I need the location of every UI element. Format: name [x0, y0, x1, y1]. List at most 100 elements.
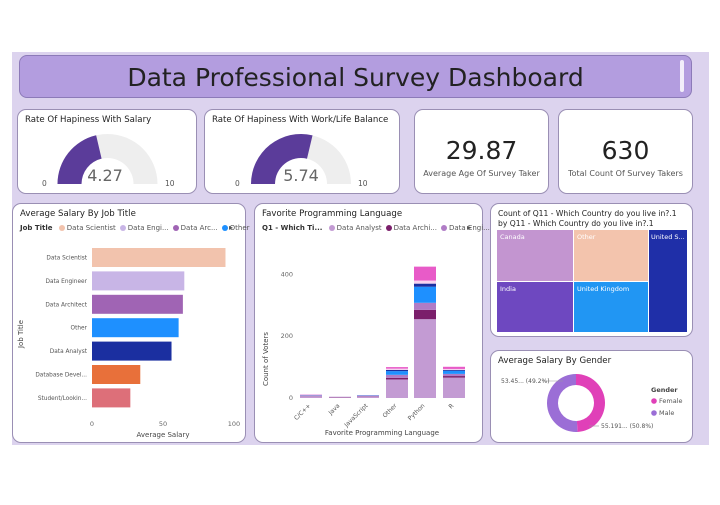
treemap-cell-united-states[interactable]: United S...	[649, 230, 687, 332]
stacked-segment	[443, 376, 465, 378]
average-age-caption: Average Age Of Survey Taker	[423, 169, 540, 178]
bar	[92, 248, 226, 267]
legend: Job Title Data Scientist Data Engi... Data…	[20, 224, 250, 232]
stacked-segment	[386, 367, 408, 369]
stacked-segment	[414, 302, 436, 310]
legend-female-swatch	[651, 398, 657, 404]
y-tick-label: 200	[281, 332, 293, 340]
stacked-segment	[386, 371, 408, 375]
card-title: Average Salary By Job Title	[20, 209, 136, 219]
card-title-line-1: Count of Q11 - Which Country do you live…	[498, 209, 677, 218]
treemap-cell-united-kingdom[interactable]: United Kingdom	[574, 282, 648, 332]
stacked-segment	[414, 286, 436, 303]
salary-happiness-gauge-card[interactable]: Rate Of Hapiness With Salary 4.27 0 10	[17, 109, 197, 194]
y-axis-title: Count of Voters	[262, 332, 270, 386]
total-count-value: 630	[601, 136, 650, 165]
category-label: Data Engineer	[45, 279, 87, 285]
category-label: Data Scientist	[46, 256, 87, 262]
stacked-segment	[329, 397, 351, 398]
gauge-fill	[57, 135, 102, 184]
average-age-value: 29.87	[445, 136, 518, 165]
legend: Q1 - Which Ti... Data Analyst Data Archi.…	[262, 224, 490, 232]
legend-item-label: Other	[229, 224, 250, 232]
stacked-segment	[414, 319, 436, 398]
legend-swatch	[119, 225, 126, 231]
donut-slice-female	[576, 374, 606, 432]
bar	[92, 271, 185, 291]
gauge-min: 0	[42, 179, 47, 188]
card-title: Rate Of Hapiness With Work/Life Balance	[212, 115, 389, 125]
category-label: Other	[71, 326, 88, 332]
treemap-cell-other[interactable]: Other	[574, 230, 648, 281]
bar	[92, 341, 172, 361]
card-title: Rate Of Hapiness With Salary	[25, 115, 152, 125]
stacked-segment	[300, 395, 322, 396]
legend-male-label: Male	[659, 409, 674, 417]
gauge-fill	[251, 133, 313, 184]
y-tick-label: 400	[281, 270, 293, 278]
legend-next-arrow[interactable]: ▸	[229, 223, 234, 232]
stacked-segment	[443, 366, 465, 369]
page-title: Data Professional Survey Dashboard	[127, 63, 584, 92]
average-age-card[interactable]: 29.87 Average Age Of Survey Taker	[414, 109, 549, 194]
x-axis-title: Favorite Programming Language	[325, 429, 439, 437]
cell-label: United Kingdom	[577, 285, 630, 293]
stacked-segment	[414, 309, 436, 320]
title-bar: Data Professional Survey Dashboard	[19, 55, 692, 98]
category-label: R	[448, 402, 456, 410]
bar	[92, 294, 183, 314]
stacked-segment	[414, 266, 436, 281]
legend-item-label: Data Analyst	[336, 224, 382, 232]
legend-next-arrow[interactable]: ▸	[467, 223, 472, 232]
balance-happiness-gauge-card[interactable]: Rate Of Hapiness With Work/Life Balance …	[204, 109, 400, 194]
salary-by-title-card[interactable]: Average Salary By Job Title Job Title Da…	[12, 203, 250, 443]
gauge-value: 5.74	[283, 166, 319, 185]
legend-swatch	[440, 225, 447, 231]
favorite-language-card[interactable]: Favorite Programming Language Q1 - Which…	[254, 203, 490, 443]
treemap-cell-canada[interactable]: Canada	[497, 230, 573, 281]
legend-item-label: Data Engi...	[448, 224, 490, 232]
salary-gauge: 4.27 0 10	[42, 134, 175, 188]
card-title: Average Salary By Gender	[498, 356, 612, 366]
gauge-min: 0	[235, 179, 240, 188]
salary-by-gender-card[interactable]: Average Salary By Gender 53.45... (49.2%…	[490, 350, 693, 443]
category-label: Student/Lookin...	[38, 396, 87, 402]
category-label: Data Analyst	[50, 349, 88, 355]
x-tick-label: 100	[228, 420, 240, 428]
gauge-max: 10	[358, 179, 368, 188]
legend-male-swatch	[651, 410, 657, 416]
y-axis-title: Job Title	[17, 320, 25, 349]
stacked-segment	[386, 374, 408, 378]
salary-bar-chart: Job Title Average Salary 0 50 100 Data Scie…	[17, 248, 240, 439]
stacked-segment	[357, 395, 379, 397]
cell-label: Other	[577, 233, 596, 241]
legend-female-label: Female	[659, 397, 683, 405]
language-stacked-chart: Count of Voters Favorite Programming Lan…	[262, 266, 465, 437]
card-title-line-2: by Q11 - Which Country do you live in?.1	[498, 219, 654, 228]
category-label: Database Devel...	[35, 373, 87, 379]
stacked-segment	[386, 368, 408, 370]
cell-label: United S...	[651, 233, 685, 241]
legend-swatch	[221, 225, 228, 231]
total-count-card[interactable]: 630 Total Count Of Survey Takers	[558, 109, 693, 194]
x-tick-label: 0	[90, 420, 94, 428]
stacked-segment	[443, 368, 465, 370]
legend-item-label: Data Archi...	[393, 224, 437, 232]
card-title: Favorite Programming Language	[262, 209, 403, 219]
legend-swatch	[328, 225, 335, 231]
stacked-segment	[386, 379, 408, 398]
country-treemap-card[interactable]: Count of Q11 - Which Country do you live…	[490, 203, 693, 337]
total-count-caption: Total Count Of Survey Takers	[568, 169, 683, 178]
female-slice-label: 53.45... (49.2%)	[501, 378, 550, 385]
bar	[92, 388, 131, 408]
scrollbar[interactable]	[680, 60, 684, 92]
stacked-segment	[300, 396, 322, 398]
gauge-value: 4.27	[87, 166, 123, 185]
treemap-cell-india[interactable]: India	[497, 282, 573, 332]
legend-item-label: Data Scientist	[66, 224, 116, 232]
stacked-segment	[414, 280, 436, 284]
stacked-segment	[443, 370, 465, 374]
stacked-segment	[443, 373, 465, 377]
balance-gauge: 5.74 0 10	[235, 133, 368, 188]
category-label: Other	[381, 402, 398, 419]
